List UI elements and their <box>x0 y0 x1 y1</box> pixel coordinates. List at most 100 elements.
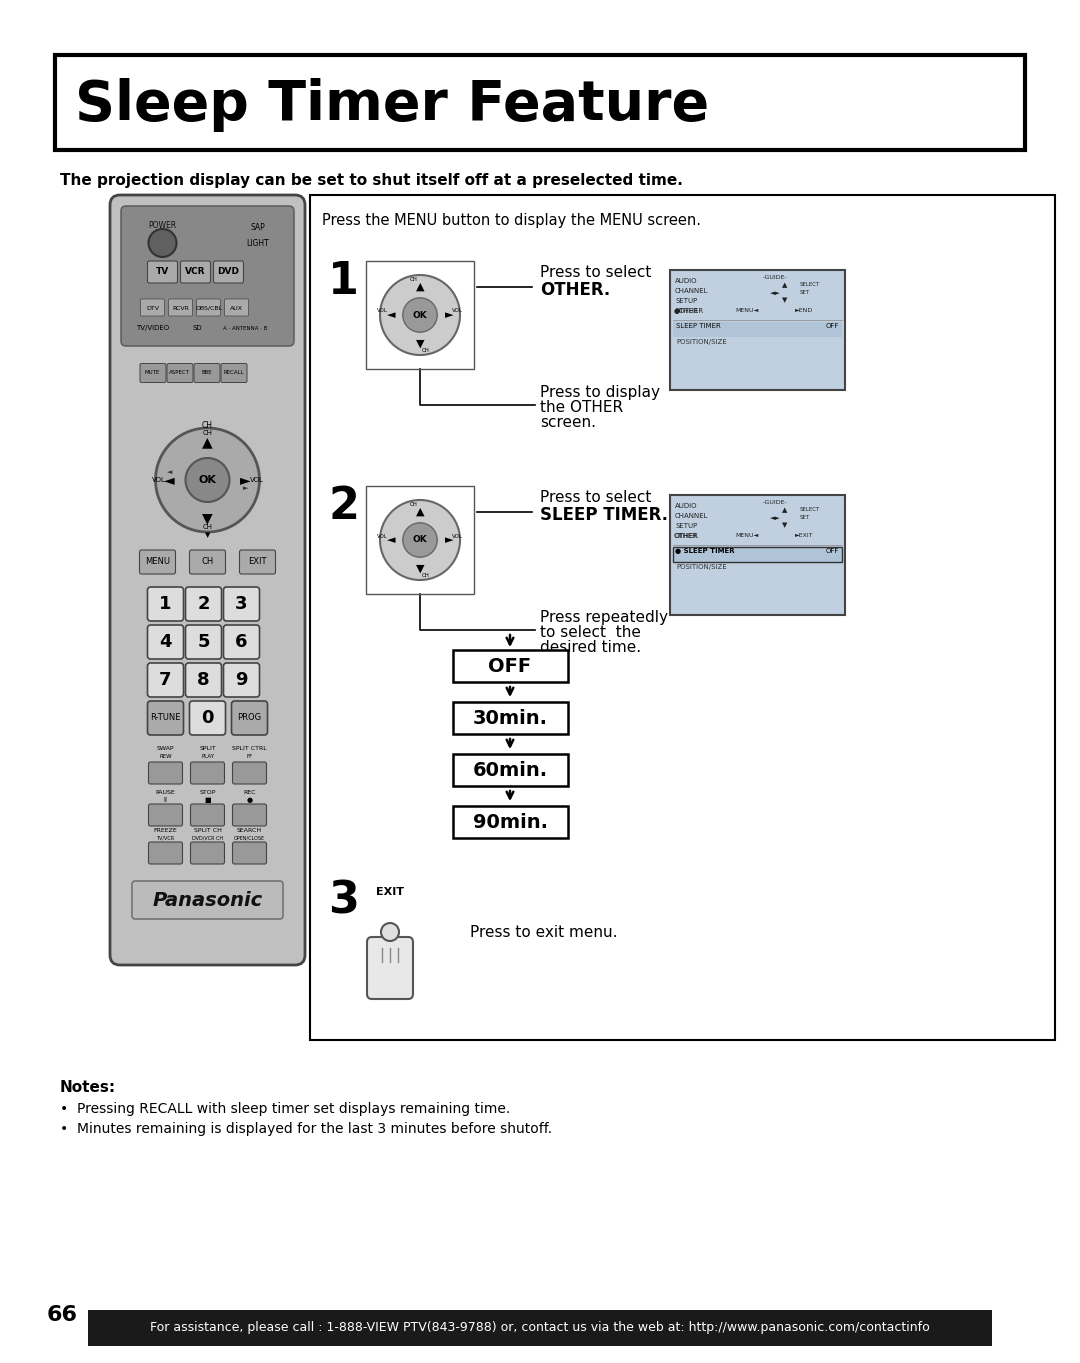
Text: the OTHER: the OTHER <box>540 399 623 414</box>
FancyBboxPatch shape <box>110 195 305 965</box>
Circle shape <box>381 923 399 940</box>
Circle shape <box>403 523 437 557</box>
Text: Press repeatedly: Press repeatedly <box>540 611 669 626</box>
Text: ▼: ▼ <box>202 511 213 525</box>
Text: VOL: VOL <box>377 308 388 313</box>
FancyBboxPatch shape <box>189 551 226 574</box>
Text: OTHER.: OTHER. <box>540 281 610 298</box>
FancyBboxPatch shape <box>167 364 193 383</box>
Text: For assistance, please call : 1-888-VIEW PTV(843-9788) or, contact us via the we: For assistance, please call : 1-888-VIEW… <box>150 1322 930 1334</box>
Text: SPLIT CH: SPLIT CH <box>193 827 221 833</box>
Text: ●: ● <box>246 797 253 803</box>
Circle shape <box>156 428 259 532</box>
Text: OK: OK <box>413 311 428 319</box>
FancyBboxPatch shape <box>190 762 225 784</box>
FancyBboxPatch shape <box>214 260 243 284</box>
Text: ◄►: ◄► <box>770 290 781 296</box>
Text: CH: CH <box>203 429 213 436</box>
Text: Press the MENU button to display the MENU screen.: Press the MENU button to display the MEN… <box>322 213 701 228</box>
Text: ● SLEEP TIMER: ● SLEEP TIMER <box>675 548 734 553</box>
Circle shape <box>403 297 437 333</box>
Bar <box>453 806 567 838</box>
Bar <box>453 702 567 735</box>
Text: ◄: ◄ <box>164 473 175 487</box>
Text: VOL: VOL <box>453 308 463 313</box>
Text: 6: 6 <box>235 632 247 652</box>
Text: ASPECT: ASPECT <box>170 371 190 375</box>
FancyBboxPatch shape <box>224 662 259 696</box>
Text: ▲: ▲ <box>202 435 213 448</box>
Text: 5: 5 <box>198 632 210 652</box>
Text: OTHER: OTHER <box>675 308 699 313</box>
Text: ■: ■ <box>204 797 211 803</box>
Text: 3: 3 <box>328 880 359 923</box>
Text: 90min.: 90min. <box>473 812 548 831</box>
Text: REC: REC <box>243 789 256 795</box>
Text: DBS/CBL: DBS/CBL <box>194 305 222 311</box>
Text: SLEEP TIMER: SLEEP TIMER <box>676 323 720 328</box>
Bar <box>673 322 842 337</box>
Text: LIGHT: LIGHT <box>246 239 269 248</box>
FancyBboxPatch shape <box>197 298 220 316</box>
Text: AUX: AUX <box>230 305 243 311</box>
Text: desired time.: desired time. <box>540 641 642 656</box>
Text: ◄: ◄ <box>387 309 395 320</box>
Circle shape <box>380 275 460 354</box>
Text: MENU◄: MENU◄ <box>735 533 758 538</box>
FancyBboxPatch shape <box>367 936 413 999</box>
FancyBboxPatch shape <box>148 626 184 658</box>
Text: PAUSE: PAUSE <box>156 789 175 795</box>
Text: ▼: ▼ <box>416 564 424 574</box>
Text: VOL: VOL <box>249 477 264 483</box>
FancyBboxPatch shape <box>189 701 226 735</box>
Text: CH: CH <box>203 523 213 530</box>
Text: ►: ► <box>243 485 248 491</box>
Text: OK: OK <box>199 474 216 485</box>
FancyBboxPatch shape <box>148 260 177 284</box>
Text: The projection display can be set to shut itself off at a preselected time.: The projection display can be set to shu… <box>60 173 683 188</box>
Text: OFF: OFF <box>825 548 839 553</box>
Text: ▼: ▼ <box>416 339 424 349</box>
Text: to select  the: to select the <box>540 626 640 641</box>
Bar <box>670 270 845 390</box>
Text: EXIT: EXIT <box>376 887 404 897</box>
Text: ▲: ▲ <box>782 282 787 288</box>
Text: SETUP: SETUP <box>675 298 698 304</box>
Text: A · ANTENNA · B: A · ANTENNA · B <box>224 326 268 330</box>
Text: 2: 2 <box>198 596 210 613</box>
Text: CH: CH <box>410 277 418 282</box>
Text: TV: TV <box>156 267 170 277</box>
FancyBboxPatch shape <box>186 626 221 658</box>
Text: VOL: VOL <box>453 533 463 538</box>
Bar <box>453 754 567 786</box>
FancyBboxPatch shape <box>121 206 294 346</box>
Text: POWER: POWER <box>148 221 176 229</box>
Text: TV/VIDEO: TV/VIDEO <box>136 324 170 331</box>
Text: OFF: OFF <box>488 657 531 676</box>
Text: MENU: MENU <box>145 557 170 567</box>
Circle shape <box>380 500 460 581</box>
FancyBboxPatch shape <box>190 804 225 826</box>
Text: OTHER: OTHER <box>675 533 699 538</box>
Text: SWAP: SWAP <box>157 747 174 751</box>
FancyBboxPatch shape <box>186 662 221 696</box>
Text: SAP: SAP <box>251 222 265 232</box>
Text: 60min.: 60min. <box>472 761 548 780</box>
Text: SD: SD <box>192 324 202 331</box>
Text: POSITION/SIZE: POSITION/SIZE <box>676 564 727 570</box>
Text: 2: 2 <box>328 485 359 527</box>
Text: BBE: BBE <box>201 371 212 375</box>
Bar <box>366 487 474 594</box>
Text: CH: CH <box>422 572 430 578</box>
Text: MUTE: MUTE <box>145 371 160 375</box>
Text: OK: OK <box>413 536 428 544</box>
Text: SET: SET <box>800 515 810 521</box>
Text: ◄: ◄ <box>166 469 172 474</box>
FancyBboxPatch shape <box>168 298 192 316</box>
Text: DTV: DTV <box>146 305 159 311</box>
Text: CHANNEL: CHANNEL <box>675 512 708 519</box>
Text: OPEN/CLOSE: OPEN/CLOSE <box>234 836 265 841</box>
FancyBboxPatch shape <box>149 842 183 864</box>
Circle shape <box>149 229 176 258</box>
Text: ►EXIT: ►EXIT <box>795 533 813 538</box>
